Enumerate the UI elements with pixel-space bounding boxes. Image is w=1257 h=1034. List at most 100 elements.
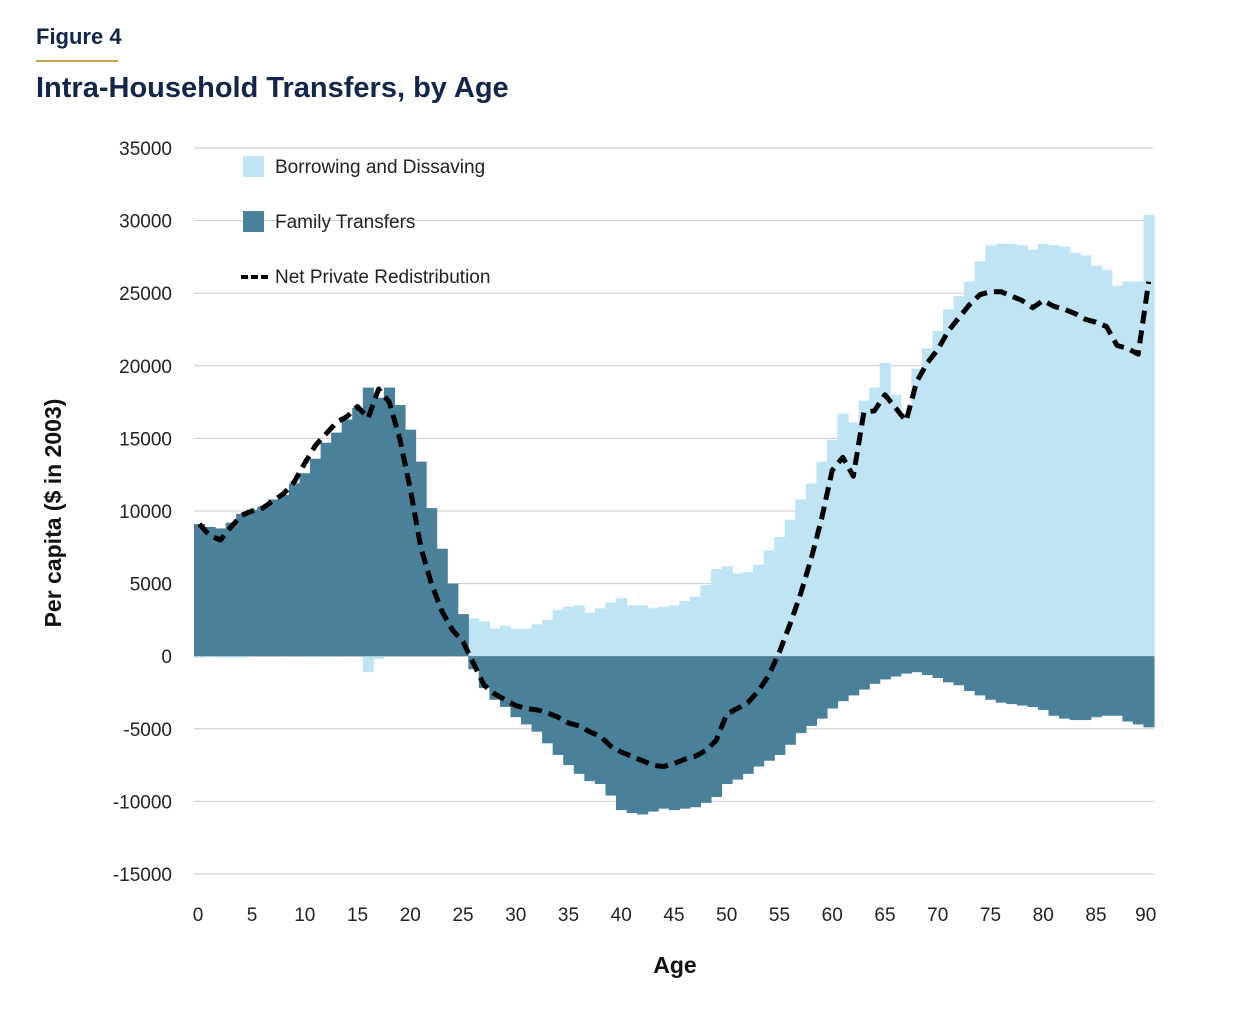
x-tick-label: 10 [294,905,315,926]
family-transfer-bar [837,656,849,702]
y-axis-title: Per capita ($ in 2003) [40,399,66,628]
borrowing-bar [964,281,976,657]
y-tick-label: 20000 [119,357,172,378]
borrowing-bar [310,656,322,657]
family-transfer-bar [584,656,596,782]
borrowing-bar [204,656,216,657]
x-axis-title: Age [653,952,696,978]
borrowing-bar [468,618,480,657]
y-tick-label: 5000 [130,575,172,596]
family-transfer-bar [510,656,522,718]
borrowing-bar [985,245,997,657]
borrowing-bar [489,628,501,657]
x-tick-label: 30 [505,905,526,926]
family-transfer-bar [879,656,891,680]
borrowing-bar [1122,281,1134,657]
y-tick-label: 15000 [119,429,172,450]
borrowing-bar [499,625,512,657]
borrowing-bar [531,624,543,657]
x-tick-label: 55 [769,905,790,926]
legend-label-net: Net Private Redistribution [275,267,490,288]
borrowing-bar [700,585,712,657]
family-transfer-bar [542,656,554,744]
family-transfer-bar [953,656,965,686]
borrowing-bar [689,596,701,657]
family-transfer-bar [932,656,944,678]
family-transfer-bar [299,473,311,657]
family-transfer-bar [362,387,374,657]
family-transfer-bar [1048,656,1060,716]
chart-title: Intra-Household Transfers, by Age [36,72,509,104]
borrowing-bar [1027,249,1039,657]
borrowing-bar [679,601,691,657]
borrowing-bar [362,656,374,673]
family-transfer-bar [900,656,912,674]
borrowing-bar [1048,245,1060,657]
borrowing-bar [900,413,912,657]
borrowing-bar [637,605,649,657]
y-tick-label: 25000 [119,284,172,305]
family-transfer-bar [225,522,237,657]
family-transfer-bar [689,656,701,808]
family-transfer-bar [774,656,786,755]
borrowing-bar [1006,243,1018,657]
borrowing-bar [510,628,522,657]
y-tick-label: -10000 [113,792,172,813]
borrowing-bar [1069,252,1081,657]
family-transfer-bar [679,656,691,809]
family-transfer-bar [383,387,396,657]
family-transfer-bar [869,656,881,684]
borrowing-bar [784,519,796,657]
family-transfer-bar [278,495,290,657]
family-transfer-bar [215,528,227,657]
family-transfer-bar [478,656,490,689]
family-transfer-bar [943,656,955,683]
family-transfer-bar [1143,656,1155,728]
legend-label-borrowing: Borrowing and Dissaving [275,157,485,178]
borrowing-bar [668,605,680,657]
borrowing-bar [732,573,744,657]
borrowing-bar [1016,245,1029,657]
family-transfer-bar [1090,656,1102,718]
family-transfer-bar [531,656,543,732]
legend-swatch-borrowing [243,156,264,177]
family-transfer-bar [974,656,986,696]
family-transfer-bars [194,387,1155,815]
legend-label-family: Family Transfers [275,212,415,233]
borrowing-bar [953,296,965,657]
family-transfer-bar [1080,656,1092,721]
x-tick-label: 45 [663,905,684,926]
family-transfer-bar [573,656,585,774]
y-tick-label: 10000 [119,502,172,523]
family-transfer-bar [710,656,723,798]
borrowing-bar [236,656,248,658]
x-tick-label: 0 [193,905,204,926]
legend: Borrowing and Dissaving Family Transfers… [241,156,490,288]
family-transfer-bar [668,656,680,811]
borrowing-bar [995,243,1007,657]
x-axis-ticks: 0 5 10 15 20 25 30 35 40 45 50 55 60 65 70 75 80 85 90 [193,905,1157,926]
y-tick-label: 30000 [119,212,172,233]
borrowing-bar [858,400,870,657]
x-tick-label: 65 [874,905,895,926]
borrowing-bar [647,608,659,657]
family-transfer-bar [1101,656,1113,716]
family-transfer-bar [626,656,638,814]
family-transfer-bar [373,397,385,657]
legend-swatch-family [243,211,264,232]
family-transfer-bar [404,429,417,657]
borrowing-bar [869,387,881,657]
family-transfer-bar [499,656,512,708]
borrowing-bar [1037,243,1050,657]
borrowing-bar [658,606,670,657]
family-transfer-bar [447,583,459,657]
x-tick-label: 35 [558,905,579,926]
family-transfer-bar [204,526,216,657]
borrowing-bar [710,569,723,657]
borrowing-bar [521,628,533,657]
borrowing-bar [848,422,860,657]
borrowing-bar [837,413,849,657]
borrowing-bar [1101,269,1113,657]
family-transfer-bar [985,656,997,700]
borrowing-bar [1132,281,1145,657]
